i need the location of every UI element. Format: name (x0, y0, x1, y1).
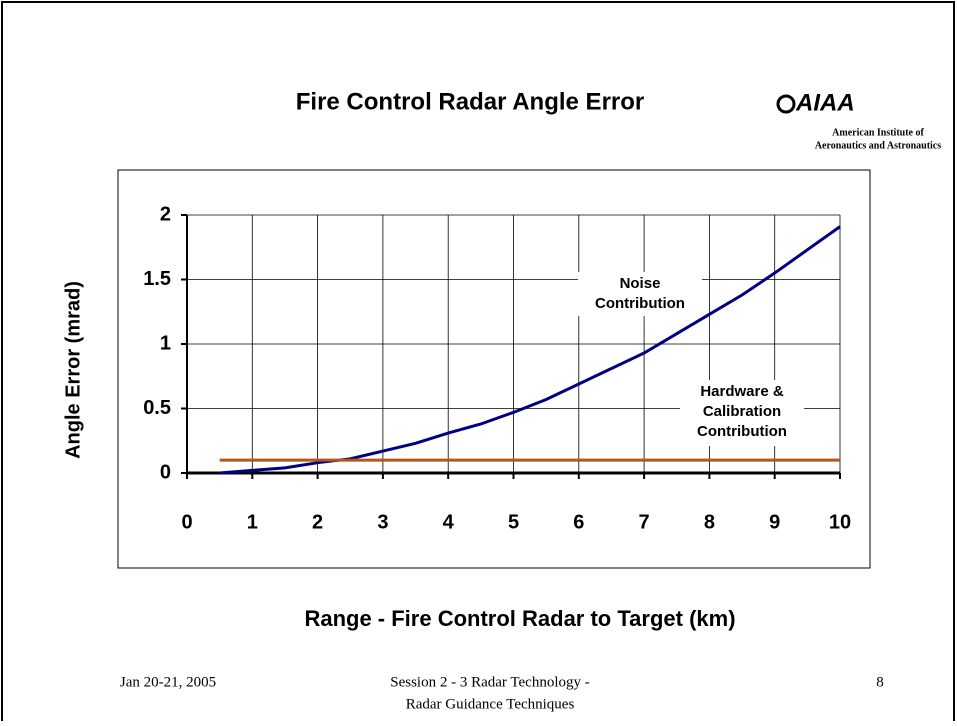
x-tick-label: 7 (639, 511, 650, 533)
x-tick-label: 2 (312, 511, 323, 533)
x-tick-label: 6 (573, 511, 584, 533)
logo: AIAA American Institute of Aeronautics a… (776, 89, 941, 151)
annotation-background (578, 272, 702, 316)
logo-name: AIAA (795, 89, 855, 116)
y-tick-label: 0.5 (143, 397, 171, 419)
x-tick-label: 4 (443, 511, 455, 533)
annotation: Calibration (703, 403, 781, 420)
series-line (219, 225, 841, 475)
chart-title: Fire Control Radar Angle Error (296, 88, 645, 115)
annotation: Hardware & (700, 383, 784, 400)
x-tick-label: 3 (377, 511, 388, 533)
chart-frame (117, 169, 871, 569)
logo-line: Aeronautics and Astronautics (815, 140, 941, 151)
footer-session: Radar Guidance Techniques (406, 696, 575, 712)
page-number: 8 (876, 674, 884, 690)
x-tick-label: 0 (181, 511, 192, 533)
x-axis-label: Range - Fire Control Radar to Target (km… (304, 606, 735, 631)
annotation: Noise (620, 275, 661, 292)
y-tick-label: 1 (160, 332, 171, 354)
footer-date: Jan 20-21, 2005 (120, 674, 216, 690)
annotation: Contribution (595, 295, 685, 312)
y-axis-label: Angle Error (mrad) (62, 281, 84, 459)
logo-line: American Institute of (832, 127, 924, 138)
x-tick-label: 5 (508, 511, 519, 533)
footer-session: Session 2 - 3 Radar Technology - (390, 674, 589, 690)
x-tick-label: 9 (769, 511, 780, 533)
x-tick-label: 1 (247, 511, 258, 533)
y-tick-label: 2 (160, 203, 171, 225)
logo-mark (776, 94, 796, 114)
x-tick-label: 8 (704, 511, 715, 533)
annotation: Contribution (697, 423, 787, 440)
y-tick-label: 1.5 (143, 268, 171, 290)
x-tick-label: 10 (829, 511, 851, 533)
y-tick-label: 0 (160, 461, 171, 483)
annotation-background (680, 380, 804, 446)
